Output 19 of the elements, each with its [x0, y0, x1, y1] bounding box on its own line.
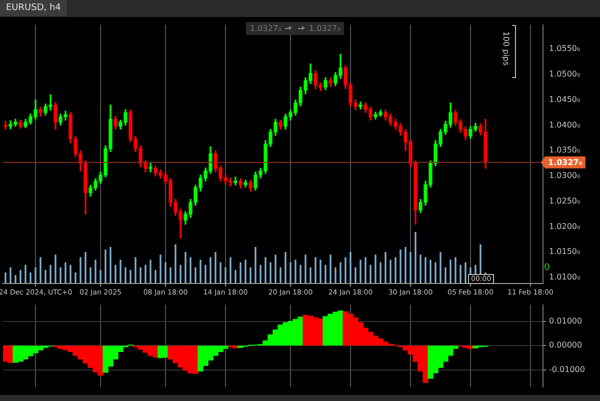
y-tick-label: 1.0450₀	[549, 94, 580, 104]
y-tick-label: 1.0350₀	[549, 146, 580, 155]
y-tick-label: 1.0500₀	[549, 70, 580, 79]
y-tick-label: 1.0300₀	[549, 171, 580, 180]
y-tick-label: 1.0250₀	[549, 196, 580, 206]
y-tick-label: 1.0150₀	[549, 247, 580, 256]
y-tick-label: 0.01000	[549, 316, 582, 326]
text: 0	[544, 263, 550, 273]
y-tick-label: -0.01000	[549, 365, 585, 374]
y-tick-label: 0.00000	[549, 340, 582, 350]
y-tick-label: 1.0100₀	[549, 272, 580, 282]
annotation: 100 pips	[502, 30, 510, 68]
y-tick-label: 1.0400₀	[549, 120, 580, 130]
ref-line-label: 1.0327₀	[548, 158, 583, 167]
chart-title: EURUSD, h4	[0, 0, 67, 16]
y-tick-label: 1.0550₀	[549, 44, 580, 54]
y-tick-label: 1.0200₀	[549, 222, 580, 231]
annotation: 1.0327₀	[250, 23, 282, 35]
annotation: 1.0327₀	[309, 23, 340, 35]
